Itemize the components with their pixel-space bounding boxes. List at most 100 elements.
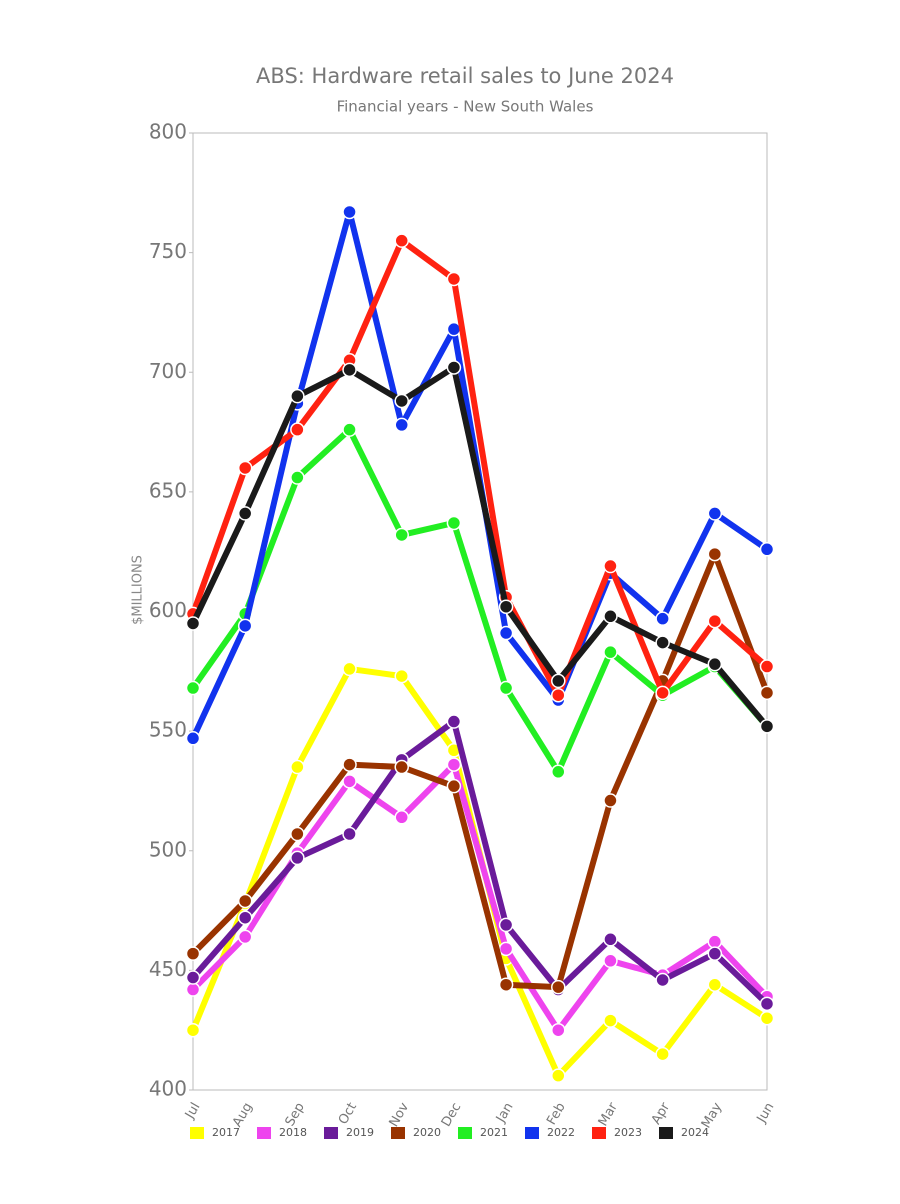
y-tick-label: 450 [149,957,187,981]
data-point [498,599,514,614]
data-point [394,417,409,433]
data-point [707,506,723,521]
data-point [342,362,357,378]
legend-label: 2017 [212,1126,240,1139]
data-point [707,946,723,961]
y-tick-label: 800 [149,120,187,144]
y-tick-label: 750 [149,239,187,263]
data-point [185,731,201,746]
data-point [655,1046,670,1062]
data-point [551,979,566,995]
data-point [342,774,357,789]
data-point [394,527,409,543]
data-point [603,953,618,969]
data-point [446,271,462,287]
data-point [551,1068,566,1083]
legend-swatch [257,1127,271,1139]
data-point [759,542,775,557]
y-tick-label: 550 [149,718,187,742]
y-tick-label: 700 [149,359,187,383]
data-point [342,826,357,842]
data-point [342,661,357,677]
legend-label: 2022 [547,1126,575,1139]
data-point [394,759,409,775]
x-tick-label: Mar [596,1100,622,1129]
data-point [446,757,462,772]
legend-label: 2018 [279,1126,307,1139]
data-point [446,515,462,531]
data-point [603,1013,618,1028]
legend-swatch [659,1127,673,1139]
data-point [655,611,670,626]
data-point [342,204,357,220]
y-axis-label: $MILLIONS [131,555,146,625]
legend-swatch [324,1127,338,1139]
series-line [190,237,769,699]
data-point [759,659,775,674]
series-line [190,551,770,991]
data-point [603,932,618,947]
data-point [759,1010,775,1026]
data-point [237,460,253,476]
data-point [707,934,723,949]
data-point [655,635,670,650]
legend-swatch [391,1127,405,1139]
data-point [237,910,253,925]
legend-label: 2019 [346,1126,374,1139]
data-point [551,1022,566,1038]
data-point [498,941,514,957]
series-line [190,665,769,1079]
data-point [394,810,409,825]
data-point [290,759,305,775]
legend-label: 2021 [480,1126,508,1139]
data-point [185,1022,201,1038]
series-line [190,718,770,1007]
data-point [603,793,618,808]
data-point [759,719,775,734]
data-point [498,680,514,696]
data-point [446,778,462,794]
data-point [603,558,618,574]
data-point [551,764,566,780]
y-tick-label: 400 [149,1077,187,1101]
data-point [707,546,723,562]
data-point [498,625,514,641]
series-line [190,761,770,1034]
data-point [342,422,357,437]
data-point [498,977,514,992]
data-point [707,656,723,672]
data-point [237,929,253,945]
data-point [707,977,723,992]
y-tick-label: 500 [149,837,187,861]
data-point [185,946,201,961]
data-point [237,893,253,909]
data-point [237,506,253,521]
legend-label: 2020 [413,1126,441,1139]
data-point [551,687,566,703]
data-point [603,644,618,660]
x-tick-label: Feb [544,1100,569,1127]
data-point [185,616,201,631]
data-point [446,360,462,375]
x-tick-label: Apr [649,1100,674,1128]
data-point [185,680,201,696]
data-point [707,613,723,629]
x-tick-label: Oct [336,1100,360,1127]
data-point [237,618,253,634]
legend-swatch [592,1127,606,1139]
x-tick-label: Jun [754,1100,778,1126]
data-point [185,970,201,985]
data-point [446,714,462,729]
data-point [394,233,409,248]
data-point [655,972,670,988]
data-point [759,996,775,1012]
x-tick-label: Jan [493,1100,517,1126]
data-point [290,826,305,842]
y-tick-label: 650 [149,478,187,502]
data-point [185,982,201,997]
data-point [759,685,775,701]
x-tick-label: Dec [439,1100,465,1129]
data-point [290,422,305,437]
x-tick-label: Sep [283,1100,308,1129]
